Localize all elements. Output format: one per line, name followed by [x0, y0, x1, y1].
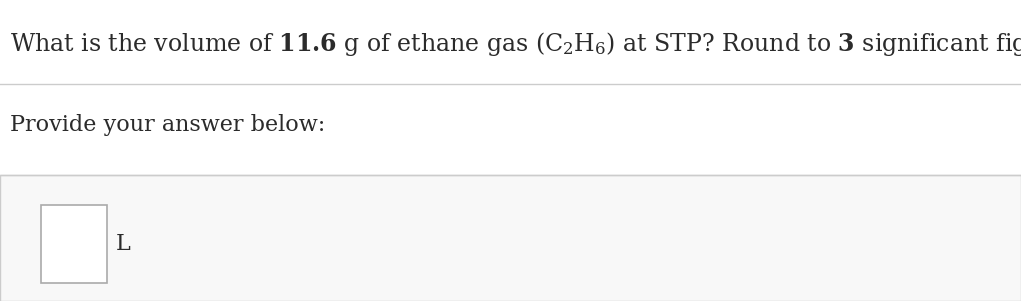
FancyBboxPatch shape	[41, 205, 107, 283]
Text: What is the volume of $\mathbf{11.6}$ g of ethane gas $(\mathrm{C_2H_6})$ at STP: What is the volume of $\mathbf{11.6}$ g …	[10, 30, 1021, 58]
Text: Provide your answer below:: Provide your answer below:	[10, 114, 326, 136]
FancyBboxPatch shape	[0, 175, 1021, 301]
Text: L: L	[115, 233, 130, 255]
